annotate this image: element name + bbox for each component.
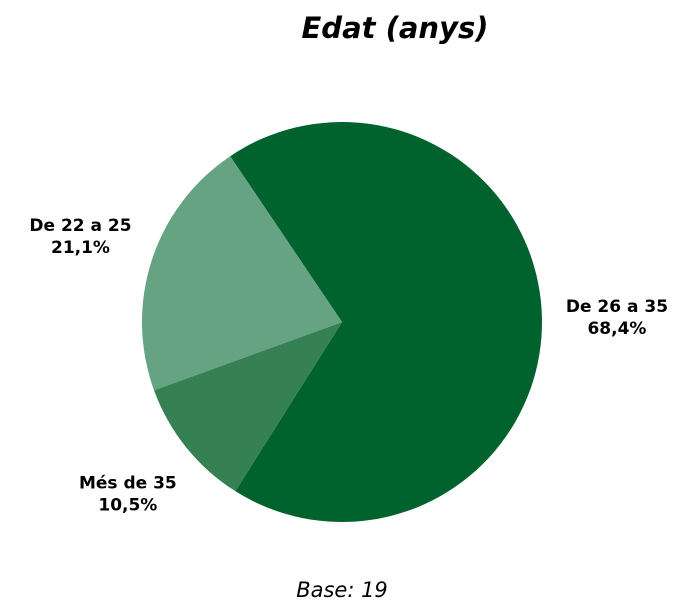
pie-slice [154,322,342,492]
chart-title: Edat (anys) [302,11,489,45]
footnote: Base: 19 [296,578,388,602]
slice-category-label: De 26 a 35 [566,297,668,317]
slice-category-label: De 22 a 25 [29,216,131,236]
slice-value-label: 10,5% [98,496,157,516]
pie-slice [230,121,542,522]
pie-slice [142,156,342,391]
slice-value-label: 21,1% [51,238,110,258]
slice-category-label: Més de 35 [79,474,177,494]
slice-value-label: 68,4% [587,319,646,339]
